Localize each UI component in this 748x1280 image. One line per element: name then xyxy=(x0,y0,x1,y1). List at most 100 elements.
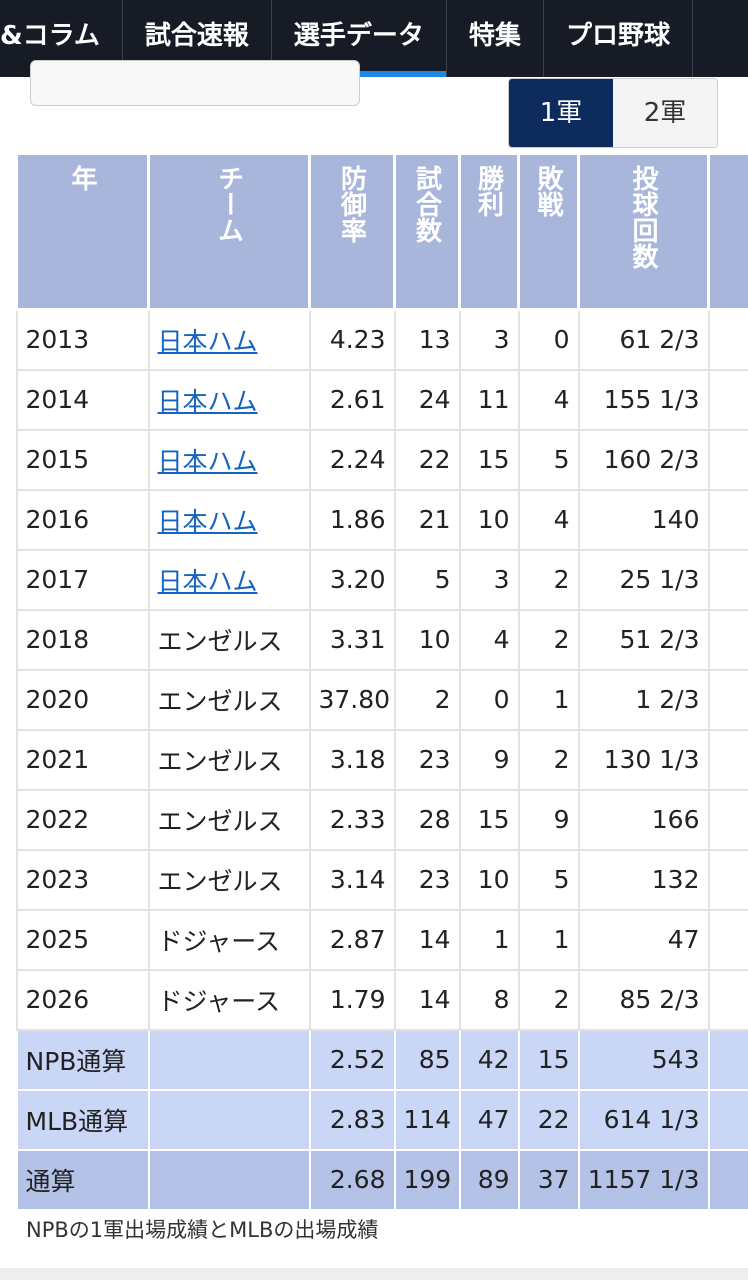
table-cell: 2018 xyxy=(15,608,150,671)
table-cell: 2014 xyxy=(15,368,150,431)
table-cell: 2 xyxy=(517,608,580,671)
table-cell: エンゼルス xyxy=(147,668,311,731)
table-cell: 15 xyxy=(517,1028,580,1091)
column-header: 敗戦 xyxy=(517,152,580,311)
team-link[interactable]: 日本ハム xyxy=(157,566,258,596)
table-cell: MLB通算 xyxy=(15,1088,150,1151)
table-cell: 8 xyxy=(458,968,520,1031)
cut-cell xyxy=(707,1028,748,1091)
table-cell: 24 xyxy=(393,368,461,431)
nav-tab[interactable]: プロ野球 xyxy=(544,0,693,77)
table-cell: 14 xyxy=(393,968,461,1031)
table-row: 2018 エンゼルス 3.31 10 4 2 51 2/3 xyxy=(15,608,748,671)
table-cell: 15 xyxy=(458,788,520,851)
table-cell: 2.52 xyxy=(308,1028,396,1091)
column-header: 防御率 xyxy=(308,152,396,311)
team-link[interactable]: 日本ハム xyxy=(157,506,258,536)
table-cell: 日本ハム xyxy=(147,488,311,551)
column-header: 勝利 xyxy=(458,152,520,311)
table-cell: 2.83 xyxy=(308,1088,396,1151)
empty-cell xyxy=(147,1148,311,1211)
table-cell: 2021 xyxy=(15,728,150,791)
stats-table: 年チーム 防御率 試合数 勝利 敗戦 投球回数 2013 日本ハム 4.23 13 3 0 61 2/3… xyxy=(15,152,748,1211)
table-cell: ドジャース xyxy=(147,908,311,971)
nav-tab[interactable]: &コラム xyxy=(0,0,123,77)
table-cell: 日本ハム xyxy=(147,428,311,491)
table-cell: 89 xyxy=(458,1148,520,1211)
cut-cell xyxy=(707,308,748,371)
team-link[interactable]: 日本ハム xyxy=(157,386,258,416)
table-cell: 11 xyxy=(458,368,520,431)
table-cell: 13 xyxy=(393,308,461,371)
table-cell: 2023 xyxy=(15,848,150,911)
table-cell: 22 xyxy=(393,428,461,491)
table-cell: 日本ハム xyxy=(147,548,311,611)
total-row: MLB通算 2.83 114 47 22 614 1/3 xyxy=(15,1088,748,1151)
nav-tab[interactable]: 試合速報 xyxy=(123,0,272,77)
table-cell: 通算 xyxy=(15,1148,150,1211)
table-cell: 2025 xyxy=(15,908,150,971)
table-cell: 28 xyxy=(393,788,461,851)
header-text: 試合数 xyxy=(411,165,442,243)
table-cell: 2.87 xyxy=(308,908,396,971)
table-cell: 130 1/3 xyxy=(577,728,710,791)
table-cell: 3.18 xyxy=(308,728,396,791)
total-row: 通算 2.68 199 89 37 1157 1/3 xyxy=(15,1148,748,1211)
table-cell: 21 xyxy=(393,488,461,551)
table-cell: 2013 xyxy=(15,308,150,371)
cut-cell xyxy=(707,668,748,731)
table-cell: 37.80 xyxy=(308,668,396,731)
table-cell: エンゼルス xyxy=(147,848,311,911)
table-row: 2021 エンゼルス 3.18 23 9 2 130 1/3 xyxy=(15,728,748,791)
table-cell: 10 xyxy=(458,848,520,911)
table-cell: 9 xyxy=(517,788,580,851)
toggle-option[interactable]: 2軍 xyxy=(613,79,717,147)
table-cell: 37 xyxy=(517,1148,580,1211)
table-cell: 5 xyxy=(517,848,580,911)
table-cell: 3.20 xyxy=(308,548,396,611)
table-row: 2020 エンゼルス 37.80 2 0 1 1 2/3 xyxy=(15,668,748,731)
table-cell: 1157 1/3 xyxy=(577,1148,710,1211)
column-header: 投球回数 xyxy=(577,152,710,311)
cut-cell xyxy=(707,788,748,851)
table-cell: 4 xyxy=(517,488,580,551)
table-row: 2014 日本ハム 2.61 24 11 4 155 1/3 xyxy=(15,368,748,431)
footnote: NPBの1軍出場成績とMLBの出場成績 xyxy=(26,1218,379,1242)
table-cell: 3.31 xyxy=(308,608,396,671)
table-cell: 0 xyxy=(517,308,580,371)
table-cell: 2020 xyxy=(15,668,150,731)
table-cell: 1 xyxy=(517,668,580,731)
table-cell: 4 xyxy=(517,368,580,431)
table-cell: 3 xyxy=(458,308,520,371)
table-cell: 2015 xyxy=(15,428,150,491)
table-cell: 2.33 xyxy=(308,788,396,851)
table-cell: 199 xyxy=(393,1148,461,1211)
empty-cell xyxy=(147,1088,311,1151)
table-cell: 4.23 xyxy=(308,308,396,371)
table-cell: 114 xyxy=(393,1088,461,1151)
toggle-option[interactable]: 1軍 xyxy=(509,79,613,147)
table-cell: 132 xyxy=(577,848,710,911)
table-cell: 166 xyxy=(577,788,710,851)
table-cell: 61 2/3 xyxy=(577,308,710,371)
table-row: 2025 ドジャース 2.87 14 1 1 47 xyxy=(15,908,748,971)
dropdown[interactable] xyxy=(30,60,360,106)
table-cell: 1 xyxy=(458,908,520,971)
table-cell: 3 xyxy=(458,548,520,611)
nav-tab[interactable]: 特集 xyxy=(447,0,544,77)
cut-cell xyxy=(707,1148,748,1211)
team-link[interactable]: 日本ハム xyxy=(157,446,258,476)
table-cell: 2 xyxy=(517,968,580,1031)
table-row: 2023 エンゼルス 3.14 23 10 5 132 xyxy=(15,848,748,911)
table-cell: 2.61 xyxy=(308,368,396,431)
table-row: 2013 日本ハム 4.23 13 3 0 61 2/3 xyxy=(15,308,748,371)
team-link[interactable]: 日本ハム xyxy=(157,326,258,356)
table-cell: 543 xyxy=(577,1028,710,1091)
table-row: 2015 日本ハム 2.24 22 15 5 160 2/3 xyxy=(15,428,748,491)
table-cell: 2.68 xyxy=(308,1148,396,1211)
table-cell: 47 xyxy=(577,908,710,971)
table-cell: 1.79 xyxy=(308,968,396,1031)
table-cell: 2016 xyxy=(15,488,150,551)
table-cell: 42 xyxy=(458,1028,520,1091)
